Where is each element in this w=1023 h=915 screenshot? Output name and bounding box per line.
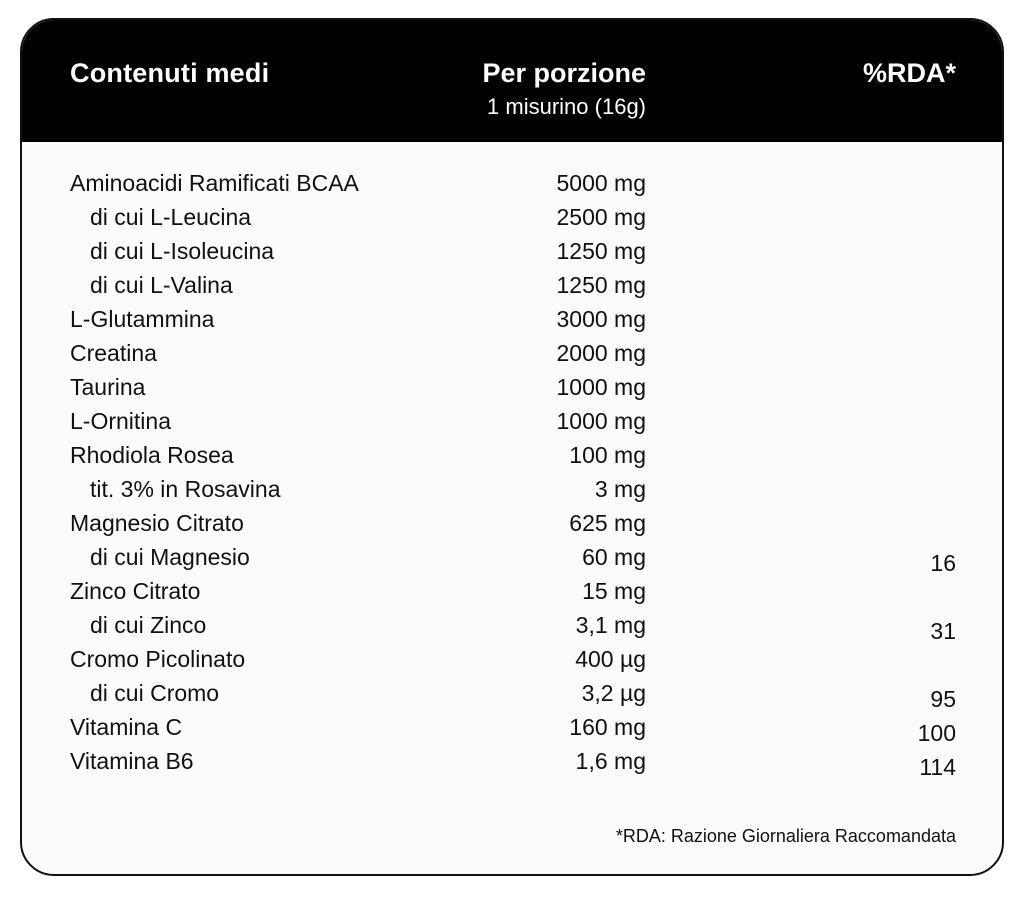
table-row: Vitamina C 160 mg 100 [22, 712, 1002, 746]
nutrient-name: Vitamina B6 [70, 748, 194, 774]
nutrient-amount: 3,2 µg [581, 680, 646, 706]
nutrient-name: di cui Magnesio [90, 544, 250, 570]
nutrient-amount: 100 mg [569, 442, 646, 468]
nutrient-amount: 1250 mg [556, 238, 646, 264]
nutrient-amount: 3 mg [594, 476, 646, 502]
table-row: di cui L-Isoleucina 1250 mg [22, 236, 1002, 270]
nutrient-name: Vitamina C [70, 714, 183, 740]
nutrient-rda: 114 [919, 754, 956, 780]
table-row: L-Glutammina 3000 mg [22, 304, 1002, 338]
nutrient-name: di cui L-Leucina [90, 204, 252, 230]
nutrient-name: L-Glutammina [70, 306, 215, 332]
table-row: Zinco Citrato 15 mg [22, 576, 1002, 610]
nutrient-name: di cui L-Isoleucina [90, 238, 275, 264]
table-body: Aminoacidi Ramificati BCAA 5000 mg di cu… [22, 168, 1002, 780]
table-row: di cui Zinco 3,1 mg 31 [22, 610, 1002, 644]
nutrient-rda: 16 [930, 550, 956, 576]
nutrient-name: L-Ornitina [70, 408, 171, 434]
nutrient-name: Zinco Citrato [70, 578, 201, 604]
table-row: Creatina 2000 mg [22, 338, 1002, 372]
nutrient-amount: 2500 mg [556, 204, 646, 230]
nutrient-amount: 60 mg [582, 544, 646, 570]
column-header-contents: Contenuti medi [70, 58, 270, 88]
nutrient-name: Creatina [70, 340, 157, 366]
nutrient-amount: 1000 mg [556, 374, 646, 400]
nutrient-amount: 1250 mg [556, 272, 646, 298]
nutrient-rda: 95 [930, 686, 956, 712]
table-row: Magnesio Citrato 625 mg [22, 508, 1002, 542]
nutrient-name: di cui L-Valina [90, 272, 233, 298]
table-row: di cui L-Leucina 2500 mg [22, 202, 1002, 236]
nutrient-name: Rhodiola Rosea [70, 442, 234, 468]
column-header-serving-size: 1 misurino (16g) [487, 94, 646, 119]
nutrient-name: Magnesio Citrato [70, 510, 244, 536]
nutrient-amount: 1,6 mg [575, 748, 646, 774]
column-header-per-serving: Per porzione [482, 58, 646, 88]
table-row: Vitamina B6 1,6 mg 114 [22, 746, 1002, 780]
table-row: tit. 3% in Rosavina 3 mg [22, 474, 1002, 508]
table-row: di cui Magnesio 60 mg 16 [22, 542, 1002, 576]
nutrient-name: di cui Cromo [90, 680, 220, 706]
table-row: di cui L-Valina 1250 mg [22, 270, 1002, 304]
nutrient-amount: 15 mg [582, 578, 646, 604]
nutrient-name: Taurina [70, 374, 146, 400]
nutrient-amount: 3000 mg [556, 306, 646, 332]
nutrient-amount: 160 mg [569, 714, 646, 740]
column-header-rda: %RDA* [862, 58, 956, 88]
nutrition-table: Contenuti medi Per porzione 1 misurino (… [20, 18, 1004, 876]
nutrient-name: tit. 3% in Rosavina [90, 476, 281, 502]
nutrient-rda: 100 [917, 720, 956, 746]
rda-footnote: *RDA: Razione Giornaliera Raccomandata [615, 826, 956, 846]
table-row: Taurina 1000 mg [22, 372, 1002, 406]
nutrient-amount: 5000 mg [556, 170, 646, 196]
nutrient-rda: 31 [930, 618, 956, 644]
table-row: Rhodiola Rosea 100 mg [22, 440, 1002, 474]
nutrient-amount: 3,1 mg [575, 612, 646, 638]
table-row: L-Ornitina 1000 mg [22, 406, 1002, 440]
nutrient-amount: 625 mg [569, 510, 646, 536]
table-row: Cromo Picolinato 400 µg [22, 644, 1002, 678]
table-row: Aminoacidi Ramificati BCAA 5000 mg [22, 168, 1002, 202]
nutrient-name: Aminoacidi Ramificati BCAA [70, 170, 359, 196]
nutrient-name: Cromo Picolinato [70, 646, 246, 672]
nutrient-name: di cui Zinco [90, 612, 207, 638]
nutrient-amount: 2000 mg [556, 340, 646, 366]
nutrient-amount: 1000 mg [556, 408, 646, 434]
table-header: Contenuti medi Per porzione 1 misurino (… [22, 20, 1002, 142]
table-row: di cui Cromo 3,2 µg 95 [22, 678, 1002, 712]
nutrient-amount: 400 µg [575, 646, 646, 672]
